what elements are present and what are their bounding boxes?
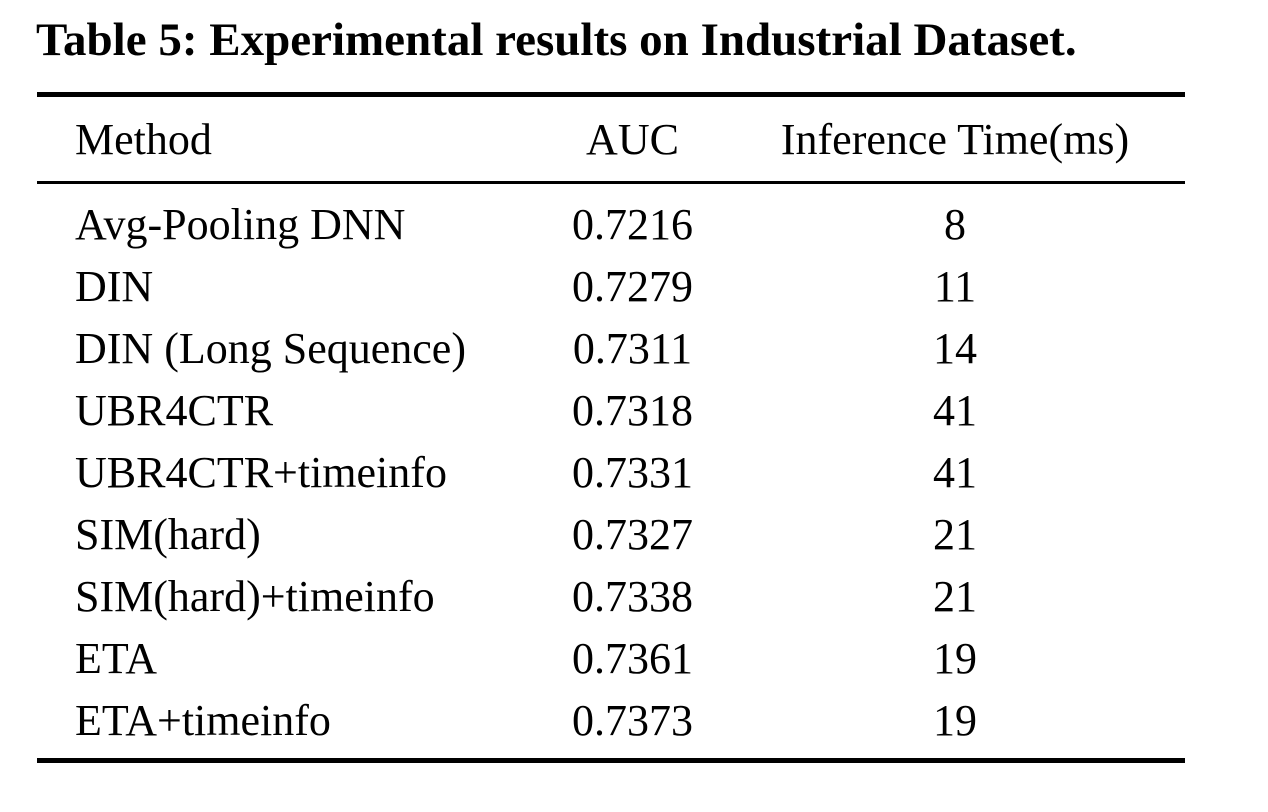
- table-body: Avg-Pooling DNN 0.7216 8 DIN 0.7279 11 DIN (Lo…: [37, 184, 1185, 758]
- method-cell: SIM(hard)+timeinfo: [75, 571, 435, 621]
- auc-cell: 0.7331: [572, 447, 693, 497]
- table-header-row: Method AUC Inference Time(ms): [37, 97, 1185, 185]
- table-row: DIN (Long Sequence) 0.7311 14: [37, 317, 1185, 379]
- auc-cell: 0.7311: [572, 323, 693, 373]
- auc-cell: 0.7216: [572, 199, 693, 249]
- method-cell: SIM(hard): [75, 509, 261, 559]
- auc-cell: 0.7373: [572, 695, 693, 745]
- time-cell: 11: [933, 261, 977, 311]
- method-cell: UBR4CTR+timeinfo: [75, 447, 447, 497]
- auc-cell: 0.7279: [572, 261, 693, 311]
- auc-cell: 0.7361: [572, 633, 693, 683]
- table-caption: Table 5: Experimental results on Industr…: [36, 14, 1077, 66]
- method-cell: DIN (Long Sequence): [75, 323, 466, 373]
- time-cell: 8: [944, 199, 966, 249]
- time-cell: 41: [933, 447, 977, 497]
- method-cell: Avg-Pooling DNN: [75, 199, 406, 249]
- method-cell: ETA+timeinfo: [75, 695, 331, 745]
- method-cell: UBR4CTR: [75, 385, 274, 435]
- column-header-auc: AUC: [586, 114, 679, 164]
- auc-cell: 0.7318: [572, 385, 693, 435]
- time-cell: 19: [933, 633, 977, 683]
- column-header-method: Method: [75, 114, 212, 164]
- method-cell: DIN: [75, 261, 154, 311]
- time-cell: 21: [933, 571, 977, 621]
- table-row: ETA 0.7361 19: [37, 627, 1185, 689]
- auc-cell: 0.7327: [572, 509, 693, 559]
- table-row: UBR4CTR+timeinfo 0.7331 41: [37, 441, 1185, 503]
- time-cell: 19: [933, 695, 977, 745]
- table-row: SIM(hard) 0.7327 21: [37, 503, 1185, 565]
- table-row: UBR4CTR 0.7318 41: [37, 379, 1185, 441]
- results-table: Method AUC Inference Time(ms) Avg-Poolin…: [37, 92, 1185, 764]
- table-row: Avg-Pooling DNN 0.7216 8: [37, 193, 1185, 255]
- time-cell: 21: [933, 509, 977, 559]
- table-row: DIN 0.7279 11: [37, 255, 1185, 317]
- table-row: SIM(hard)+timeinfo 0.7338 21: [37, 565, 1185, 627]
- time-cell: 14: [933, 323, 977, 373]
- auc-cell: 0.7338: [572, 571, 693, 621]
- column-header-inference-time: Inference Time(ms): [780, 114, 1130, 164]
- time-cell: 41: [933, 385, 977, 435]
- method-cell: ETA: [75, 633, 158, 683]
- table-row: ETA+timeinfo 0.7373 19: [37, 689, 1185, 751]
